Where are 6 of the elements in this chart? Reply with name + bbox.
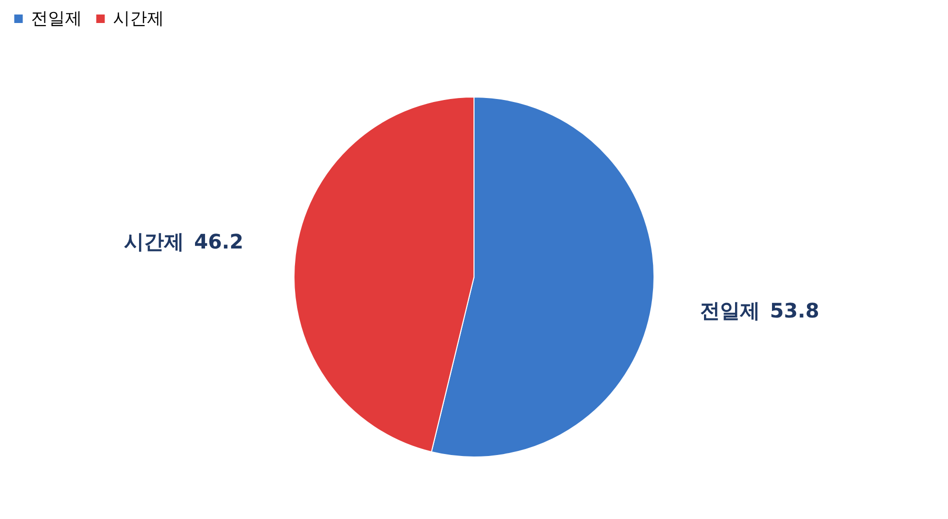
slice-label: 전일제 <box>700 298 760 323</box>
legend-label: 시간제 <box>113 8 164 29</box>
data-label: 53.8 <box>770 298 820 323</box>
slice-label: 시간제 <box>124 229 184 254</box>
legend-label: 전일제 <box>31 8 82 29</box>
data-label: 46.2 <box>194 229 244 254</box>
